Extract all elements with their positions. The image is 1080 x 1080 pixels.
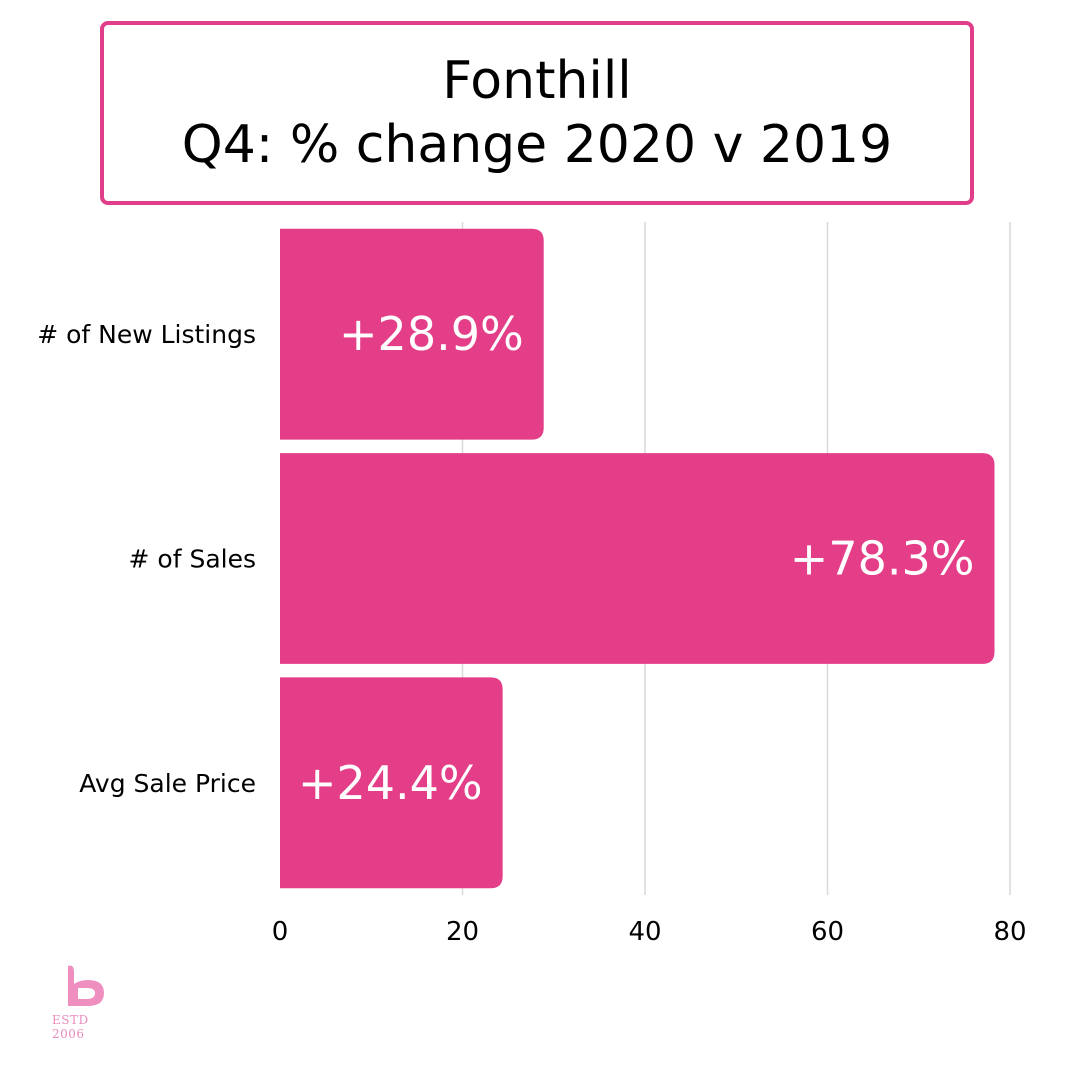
b-logo-icon bbox=[68, 965, 104, 1006]
category-label: Avg Sale Price bbox=[79, 769, 256, 798]
x-tick-label: 40 bbox=[628, 917, 661, 947]
logo-established-text: ESTD 2006 bbox=[52, 1013, 89, 1041]
x-tick-label: 60 bbox=[811, 917, 844, 947]
chart-title-box: Fonthill Q4: % change 2020 v 2019 bbox=[100, 21, 974, 205]
category-label: # of Sales bbox=[129, 545, 256, 574]
bar-data-label: +28.9% bbox=[339, 307, 524, 361]
bar bbox=[280, 677, 503, 889]
chart-subtitle: Q4: % change 2020 v 2019 bbox=[181, 115, 893, 175]
bar bbox=[280, 453, 995, 664]
bar bbox=[280, 228, 544, 440]
bar-data-label: +24.4% bbox=[298, 756, 483, 810]
chart-title: Fonthill bbox=[442, 51, 632, 111]
bar-data-label: +78.3% bbox=[790, 532, 975, 586]
x-tick-label: 20 bbox=[446, 917, 479, 947]
x-tick-label: 0 bbox=[272, 917, 289, 947]
category-label: # of New Listings bbox=[37, 320, 256, 349]
x-tick-label: 80 bbox=[993, 917, 1026, 947]
